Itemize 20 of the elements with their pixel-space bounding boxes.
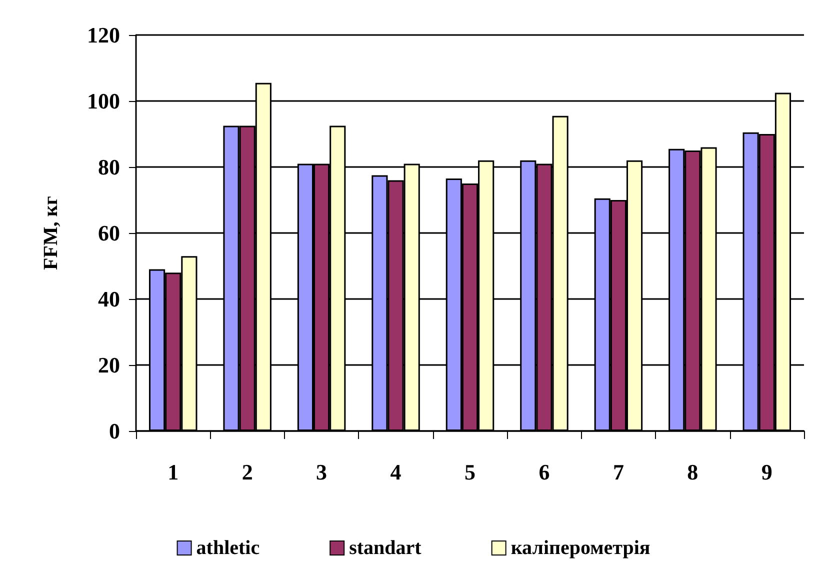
x-tick-label: 7 bbox=[612, 460, 624, 484]
y-tick-label: 100 bbox=[87, 88, 120, 114]
x-tick-label: 9 bbox=[761, 460, 772, 484]
x-tick-label: 3 bbox=[316, 460, 328, 484]
y-tick-label: 60 bbox=[98, 220, 120, 246]
x-tick-label: 4 bbox=[390, 460, 402, 484]
y-tick-label: 80 bbox=[98, 154, 120, 180]
x-tick-label: 1 bbox=[168, 460, 179, 484]
legend-label: athletic bbox=[196, 537, 260, 559]
x-tick-label: 6 bbox=[538, 460, 550, 484]
x-tick-label: 5 bbox=[464, 460, 476, 484]
y-tick-label: 120 bbox=[87, 22, 120, 48]
x-tick-label: 2 bbox=[242, 460, 253, 484]
y-axis-title: FFM, кг bbox=[40, 196, 62, 270]
legend-label: каліперометрія bbox=[510, 537, 650, 559]
y-tick-label: 20 bbox=[98, 352, 120, 378]
y-tick-label: 0 bbox=[109, 418, 120, 444]
y-tick-label: 40 bbox=[98, 286, 120, 312]
x-tick-label: 8 bbox=[687, 460, 698, 484]
legend-label: standart bbox=[349, 537, 422, 559]
